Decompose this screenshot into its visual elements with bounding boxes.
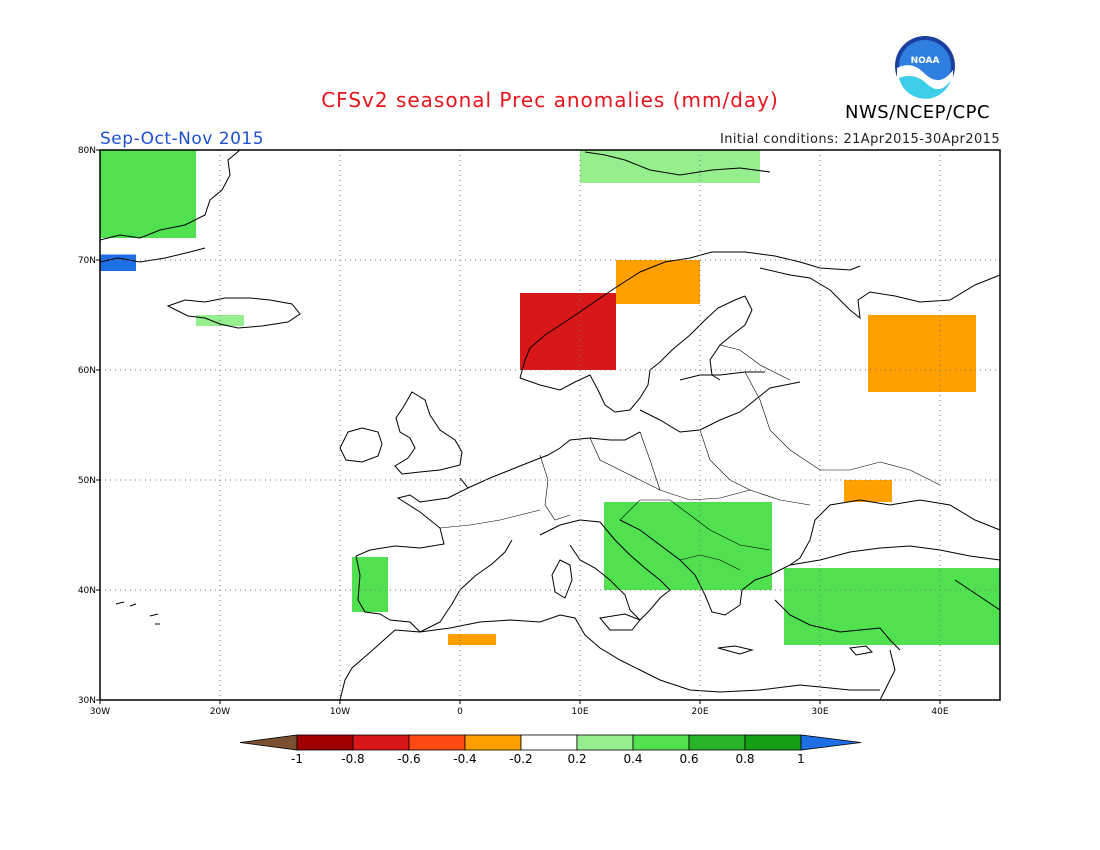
colorbar-segment <box>352 734 410 751</box>
anomaly-cell-0 <box>100 150 196 238</box>
colorbar-segment <box>576 734 634 751</box>
colorbar-label: -0.8 <box>341 752 364 766</box>
anomaly-cell-1 <box>100 254 136 271</box>
lat-tick-label: 70N <box>78 256 96 266</box>
latitude-axis: 30N 40N 50N 60N 70N 80N <box>78 146 100 706</box>
lon-tick-label: 30E <box>811 707 828 717</box>
lon-tick-label: 20W <box>210 707 230 717</box>
anomaly-cells <box>100 150 1000 645</box>
anomaly-cell-5 <box>616 260 700 304</box>
map-title: CFSv2 seasonal Prec anomalies (mm/day) <box>321 88 779 112</box>
colorbar-segment <box>688 734 746 751</box>
colorbar-segment <box>632 734 690 751</box>
graticule <box>100 150 1000 700</box>
colorbar-segment <box>464 734 522 751</box>
season-label: Sep-Oct-Nov 2015 <box>100 129 265 149</box>
lon-tick-label: 40E <box>931 707 948 717</box>
colorbar-label: 1 <box>797 752 805 766</box>
colorbar-segment <box>520 734 578 751</box>
lat-tick-label: 30N <box>78 696 96 706</box>
anomaly-cell-7 <box>844 480 892 502</box>
colorbar-label: 0.6 <box>679 752 698 766</box>
lon-tick-label: 10W <box>330 707 350 717</box>
colorbar-arrow-high <box>800 734 862 751</box>
initial-conditions-label: Initial conditions: 21Apr2015-30Apr2015 <box>719 132 1000 147</box>
anomaly-cell-10 <box>352 557 388 612</box>
colorbar-label: -0.4 <box>453 752 476 766</box>
anomaly-cell-6 <box>868 315 976 392</box>
colorbar-segment <box>744 734 802 751</box>
anomaly-cell-11 <box>448 634 496 645</box>
colorbar-arrow-low <box>239 734 298 751</box>
anomaly-cell-4 <box>520 293 616 370</box>
colorbar-label: -0.6 <box>397 752 420 766</box>
anomaly-cell-8 <box>604 502 772 590</box>
lon-tick-label: 0 <box>457 707 463 717</box>
lat-tick-label: 40N <box>78 586 96 596</box>
logo-text: NOAA <box>911 56 940 66</box>
lon-tick-label: 30W <box>90 707 110 717</box>
colorbar-label: 0.8 <box>735 752 754 766</box>
map-frame <box>99 149 1001 701</box>
colorbar-segment <box>296 734 354 751</box>
colorbar-segment <box>408 734 466 751</box>
noaa-logo-icon: NOAA <box>895 36 955 102</box>
anomaly-cell-9 <box>784 568 1000 645</box>
lon-tick-label: 10E <box>571 707 588 717</box>
colorbar-label: 0.2 <box>567 752 586 766</box>
coastlines <box>99 149 1001 701</box>
colorbar-label: -1 <box>291 752 303 766</box>
lon-tick-label: 20E <box>691 707 708 717</box>
lat-tick-label: 50N <box>78 476 96 486</box>
colorbar-legend: -1 -0.8 -0.6 -0.4 -0.2 0.2 0.4 0.6 0.8 1 <box>239 734 862 766</box>
colorbar-label: -0.2 <box>509 752 532 766</box>
agency-label: NWS/NCEP/CPC <box>845 102 991 123</box>
lat-tick-label: 60N <box>78 366 96 376</box>
colorbar-label: 0.4 <box>623 752 642 766</box>
anomaly-cell-3 <box>580 150 760 183</box>
lat-tick-label: 80N <box>78 146 96 156</box>
longitude-axis: 30W 20W 10W 0 10E 20E 30E 40E <box>90 700 949 717</box>
